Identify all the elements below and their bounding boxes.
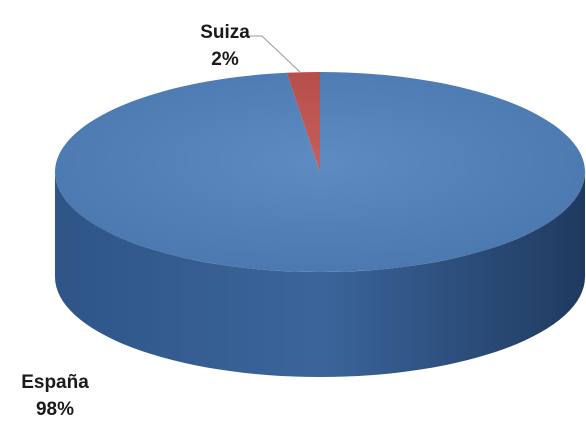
slice-side — [55, 172, 585, 377]
leader-line — [246, 35, 301, 73]
pie — [54, 72, 585, 377]
data-label-name: Suiza — [200, 22, 250, 43]
data-label-value: 98% — [36, 399, 74, 420]
top-shade — [55, 72, 585, 272]
data-label-name: España — [21, 372, 89, 393]
data-label-value: 2% — [211, 49, 239, 70]
